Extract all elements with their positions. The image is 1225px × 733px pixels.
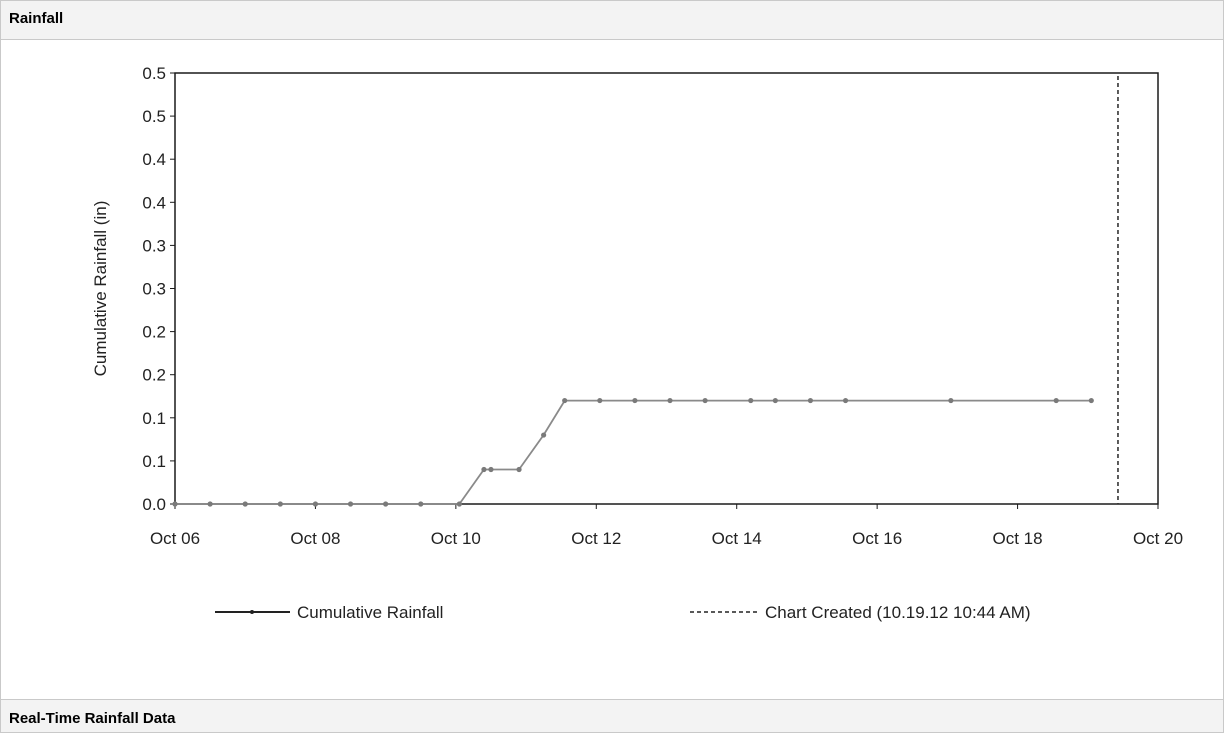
rainfall-panel-title: Rainfall — [9, 10, 64, 27]
cumulative-rainfall-point — [597, 397, 603, 404]
cumulative-rainfall-point — [1053, 397, 1059, 404]
chart-legend: Cumulative Rainfall Chart Created (10.19… — [215, 603, 1031, 622]
cumulative-rainfall-point — [488, 466, 494, 473]
cumulative-rainfall-point — [632, 397, 638, 404]
cumulative-rainfall-point — [456, 501, 462, 507]
cumulative-rainfall-point — [702, 397, 708, 404]
y-tick-label: 0.1 — [142, 409, 166, 428]
y-tick-label: 0.4 — [142, 193, 166, 212]
x-tick-label: Oct 06 — [150, 529, 200, 548]
rainfall-panel-header: Rainfall — [0, 0, 1224, 40]
cumulative-rainfall-markers — [172, 397, 1094, 507]
y-tick-label: 0.5 — [142, 107, 166, 126]
cumulative-rainfall-point — [842, 397, 849, 404]
cumulative-rainfall-point — [312, 501, 319, 507]
x-tick-label: Oct 12 — [571, 529, 621, 548]
legend-cumulative-rainfall-label: Cumulative Rainfall — [297, 603, 443, 622]
cumulative-rainfall-point — [948, 397, 954, 404]
rainfall-chart: 0.0 0.1 0.1 0.2 0.2 0.3 0.3 0.4 0.4 0.5 0.5 Oct 06… — [91, 64, 1183, 622]
rainfall-panel-body — [0, 40, 1224, 699]
cumulative-rainfall-point — [1088, 397, 1094, 404]
y-tick-label: 0.0 — [142, 495, 166, 514]
y-axis-ticks: 0.0 0.1 0.1 0.2 0.2 0.3 0.3 0.4 0.4 0.5 0.5 — [142, 64, 175, 514]
x-tick-label: Oct 16 — [852, 529, 902, 548]
x-tick-label: Oct 08 — [290, 529, 340, 548]
cumulative-rainfall-point — [242, 501, 248, 507]
cumulative-rainfall-point — [562, 397, 568, 404]
legend-cumulative-rainfall-marker — [250, 610, 254, 614]
realtime-rainfall-data-header: Real-Time Rainfall Data — [0, 699, 1224, 733]
cumulative-rainfall-point — [541, 432, 547, 438]
cumulative-rainfall-point — [383, 501, 389, 507]
cumulative-rainfall-point — [516, 466, 522, 473]
realtime-rainfall-data-title: Real-Time Rainfall Data — [9, 710, 176, 727]
x-tick-label: Oct 10 — [431, 529, 481, 548]
y-tick-label: 0.3 — [142, 280, 166, 299]
cumulative-rainfall-point — [772, 397, 778, 404]
y-tick-label: 0.2 — [142, 323, 166, 342]
cumulative-rainfall-point — [277, 501, 283, 507]
cumulative-rainfall-point — [172, 501, 178, 507]
x-tick-label: Oct 14 — [712, 529, 762, 548]
cumulative-rainfall-point — [667, 397, 673, 404]
plot-area-frame — [174, 72, 1159, 505]
cumulative-rainfall-line — [175, 399, 1092, 505]
x-tick-label: Oct 18 — [993, 529, 1043, 548]
cumulative-rainfall-point — [347, 501, 354, 507]
y-tick-label: 0.4 — [142, 150, 166, 169]
cumulative-rainfall-point — [207, 501, 213, 507]
y-axis-label: Cumulative Rainfall (in) — [91, 201, 110, 377]
y-tick-label: 0.1 — [142, 452, 166, 471]
x-tick-label: Oct 20 — [1133, 529, 1183, 548]
x-axis-ticks: Oct 06 Oct 08 Oct 10 Oct 12 Oct 14 Oct 16 Oct … — [150, 504, 1183, 548]
legend-chart-created-label: Chart Created (10.19.12 10:44 AM) — [765, 603, 1031, 622]
cumulative-rainfall-point — [807, 397, 814, 404]
cumulative-rainfall-point — [481, 466, 487, 473]
y-tick-label: 0.2 — [142, 366, 166, 385]
y-tick-label: 0.3 — [142, 236, 166, 255]
y-tick-label: 0.5 — [142, 64, 166, 83]
cumulative-rainfall-point — [418, 501, 424, 507]
cumulative-rainfall-point — [748, 397, 754, 404]
